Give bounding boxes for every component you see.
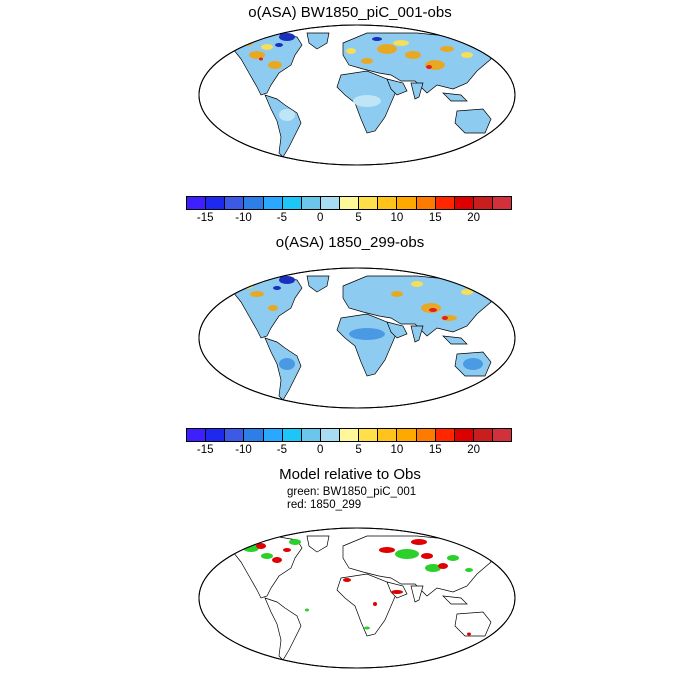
colorbar-tick-label: 20 (467, 212, 481, 224)
colorbar-swatch (416, 197, 436, 209)
colorbar-tick-label: -15 (196, 444, 214, 456)
colorbar-swatch (282, 197, 302, 209)
panel2-title: o(ASA) 1850_299-obs (275, 234, 425, 251)
colorbar-2 (186, 428, 512, 442)
colorbar-tick-label: 15 (428, 444, 442, 456)
colorbar-tick-label: -5 (276, 444, 287, 456)
legend-red: red: 1850_299 (287, 499, 362, 511)
map-panel-1 (198, 24, 516, 166)
colorbar-swatch (454, 197, 474, 209)
colorbar-tick-label: -10 (235, 212, 252, 224)
mild-warm-patches (261, 40, 473, 58)
colorbar-swatch (206, 197, 226, 209)
colorbar-swatch (225, 429, 245, 441)
legend-green: green: BW1850_piC_001 (287, 486, 417, 498)
colorbar-swatch (378, 429, 398, 441)
colorbar-swatch (473, 429, 493, 441)
pale-patches (279, 95, 381, 121)
colorbar-tick-label: 0 (317, 212, 324, 224)
panel1-title: o(ASA) BW1850_piC_001-obs (248, 4, 452, 21)
cold-patches (275, 33, 382, 47)
colorbar-swatch (473, 197, 493, 209)
colorbar-tick-label: -5 (276, 212, 287, 224)
colorbar-swatch (378, 197, 398, 209)
colorbar-swatch (263, 429, 283, 441)
colorbar-tick-label: -10 (235, 444, 252, 456)
colorbar-swatch (435, 197, 455, 209)
colorbar-swatch (187, 197, 207, 209)
colorbar-swatch (454, 429, 474, 441)
colorbar-swatch (301, 197, 321, 209)
colorbar-tick-label: 10 (390, 212, 404, 224)
colorbar-swatch (397, 429, 417, 441)
colorbar-swatch (225, 197, 245, 209)
colorbar-swatch (320, 429, 340, 441)
colorbar-swatch (493, 429, 512, 441)
colorbar-swatch (206, 429, 226, 441)
colorbar-swatch (416, 429, 436, 441)
green-regions (243, 539, 473, 630)
cold-patches (273, 276, 295, 290)
colorbar-swatch (359, 429, 379, 441)
colorbar-tick-label: -15 (196, 212, 214, 224)
cool-patches (279, 328, 483, 370)
hot-patches (429, 308, 448, 320)
colorbar-tick-label: 5 (355, 444, 362, 456)
colorbar-swatch (493, 197, 512, 209)
colorbar-swatch (435, 429, 455, 441)
colorbar-tick-label: 0 (317, 444, 324, 456)
map-panel-3 (198, 527, 516, 669)
colorbar-tick-label: 15 (428, 212, 442, 224)
colorbar-swatch (397, 197, 417, 209)
colorbar-swatch (340, 197, 360, 209)
colorbar-swatch (359, 197, 379, 209)
hot-patches (259, 57, 432, 69)
map-panel-2 (198, 267, 516, 409)
colorbar-swatch (282, 429, 302, 441)
warm-anomaly-patches (241, 40, 454, 70)
colorbar-swatch (340, 429, 360, 441)
colorbar-swatch (301, 429, 321, 441)
colorbar-swatch (244, 429, 264, 441)
colorbar-swatch (187, 429, 207, 441)
colorbar-1 (186, 196, 512, 210)
colorbar-swatch (320, 197, 340, 209)
colorbar-swatch (244, 197, 264, 209)
panel3-title: Model relative to Obs (279, 466, 421, 483)
colorbar-tick-label: 10 (390, 444, 404, 456)
colorbar-swatch (263, 197, 283, 209)
colorbar-tick-label: 20 (467, 444, 481, 456)
colorbar-tick-label: 5 (355, 212, 362, 224)
panel3-legend: green: BW1850_piC_001 red: 1850_299 (287, 486, 416, 512)
